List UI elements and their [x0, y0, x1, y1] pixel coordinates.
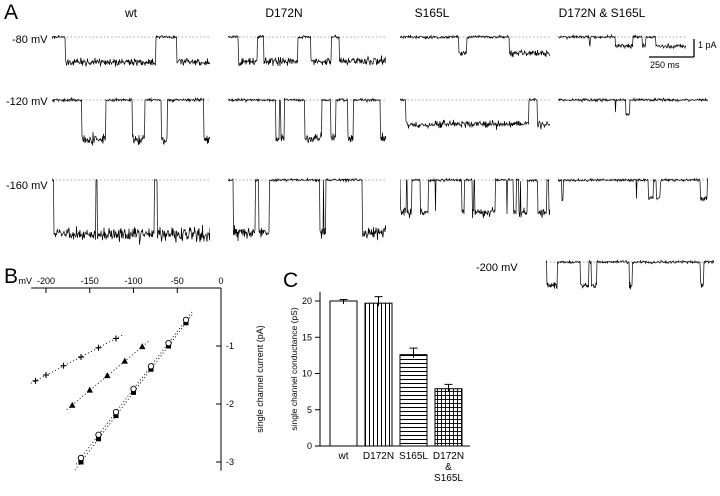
y-tick-label: 20 — [302, 296, 312, 306]
current-trace-line — [558, 33, 686, 50]
x-tick-label: -100 — [124, 276, 142, 286]
trace-wt--120mV — [52, 96, 210, 146]
y-axis-title: single channel current (pA) — [255, 325, 265, 433]
current-trace-line — [228, 97, 386, 143]
point-filled-square — [78, 459, 84, 465]
trace-D172N-S165L--160mV — [558, 177, 708, 202]
y-tick-label: 0 — [307, 441, 312, 451]
trace-D172N--120mV — [228, 97, 386, 143]
point-open-circle — [147, 363, 155, 370]
x-category-label: S165L — [434, 473, 463, 484]
point-filled-square — [131, 389, 136, 395]
current-trace-line — [400, 34, 550, 58]
column-header-s165l: S165L — [414, 6, 450, 20]
bar-D172N — [364, 302, 393, 447]
x-category-label: S165L — [399, 451, 428, 462]
bar-S165L — [399, 354, 428, 447]
y-tick-label: -2 — [226, 399, 234, 409]
current-trace-line — [52, 96, 210, 146]
bar-D172N-S165L — [434, 388, 463, 447]
x-category-label: D172N — [433, 451, 464, 462]
current-trace-line — [52, 178, 210, 245]
y-axis-title: single channel conductance (pS) — [289, 307, 299, 430]
scale-bar-current-label: 1 pA — [698, 40, 717, 50]
point-open-circle — [165, 339, 172, 347]
current-trace-line — [400, 177, 550, 219]
trace-S165L--120mV — [400, 97, 550, 130]
trace-wt--80mV — [52, 34, 210, 68]
panel-c-label: C — [283, 269, 299, 292]
point-filled-triangle — [69, 401, 76, 408]
current-trace-line — [400, 97, 550, 130]
row-label-minus200: -200 mV — [476, 262, 518, 274]
scale-bar-time-label: 250 ms — [650, 60, 680, 70]
trace-S165L--80mV — [400, 34, 550, 58]
y-tick-label: 10 — [302, 369, 312, 379]
current-trace-line — [546, 259, 714, 290]
point-filled-triangle — [86, 386, 93, 393]
trace-double-mutant--200mV — [546, 259, 714, 290]
current-trace-line — [52, 34, 210, 68]
x-tick-label: 0 — [218, 276, 223, 286]
point-filled-square — [96, 436, 101, 442]
y-tick-label: -1 — [226, 341, 234, 351]
column-header-d172n: D172N — [265, 6, 303, 20]
point-open-circle — [130, 385, 137, 393]
scale-bar: 1 pA 250 ms — [649, 39, 717, 70]
x-axis-title: mV — [19, 276, 33, 286]
x-category-label: D172N — [363, 451, 394, 462]
point-filled-triangle — [121, 357, 128, 364]
point-filled-triangle — [139, 343, 146, 350]
x-tick-label: -50 — [171, 276, 184, 286]
y-tick-label: 15 — [302, 332, 312, 342]
trace-D172N-S165L--120mV — [558, 96, 708, 117]
trace-D172N--80mV — [228, 34, 386, 67]
point-open-circle — [182, 316, 190, 324]
bar-wt — [329, 300, 358, 447]
column-header-double-mutant: D172N & S165L — [558, 6, 646, 20]
trace-D172N--160mV — [228, 177, 386, 242]
column-header-wt: wt — [125, 6, 137, 20]
current-trace-line — [228, 177, 386, 242]
panel-a-label: A — [4, 1, 19, 24]
trace-D172N-S165L--80mV — [558, 33, 686, 50]
row-label-minus80: -80 mV — [12, 34, 48, 46]
current-trace-line — [228, 34, 386, 67]
fit-line-D172N-S165L — [29, 334, 123, 385]
y-tick-label: -3 — [226, 457, 234, 467]
point-filled-triangle — [104, 372, 111, 379]
x-category-label: wt — [338, 451, 349, 462]
point-open-circle — [95, 431, 102, 438]
point-open-circle — [112, 408, 120, 416]
fit-line-S165L — [65, 341, 149, 411]
current-trace-line — [558, 177, 708, 202]
current-trace-line — [558, 96, 708, 117]
x-category-label: & — [445, 462, 452, 473]
row-label-minus160: -160 mV — [6, 180, 48, 192]
point-open-circle — [77, 454, 85, 462]
x-tick-label: -150 — [81, 276, 99, 286]
trace-wt--160mV — [52, 178, 210, 245]
trace-S165L--160mV — [400, 177, 550, 219]
panel-b-label: B — [4, 265, 19, 288]
point-filled-square — [113, 413, 119, 419]
x-tick-label: -200 — [37, 276, 55, 286]
iv-plot: -200 -150 -100 -50 0 mV -1 -2 -3 single channel c… — [19, 276, 265, 471]
row-label-minus120: -120 mV — [6, 96, 48, 108]
y-tick-label: 5 — [307, 405, 312, 415]
